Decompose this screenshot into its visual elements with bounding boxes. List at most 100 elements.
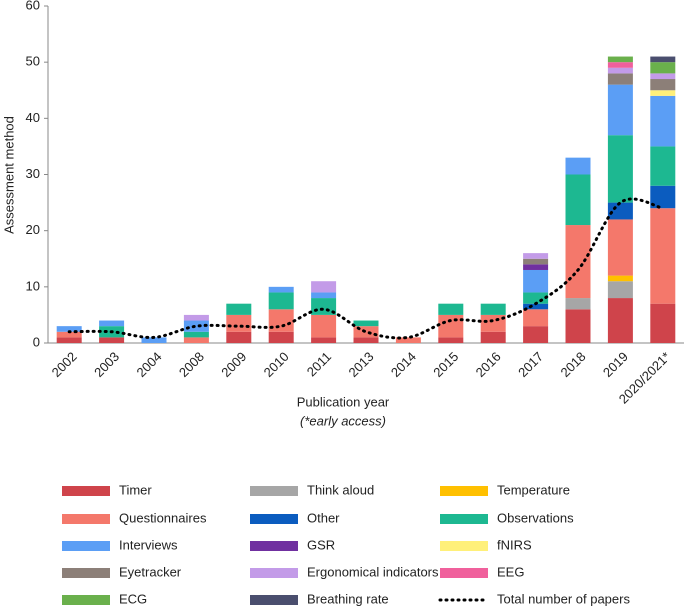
y-tick-label: 20 [26, 222, 40, 237]
bar-segment [141, 337, 167, 343]
legend-label: ECG [119, 591, 147, 606]
legend-swatch [250, 514, 298, 524]
bar-segment [607, 219, 633, 276]
bar-segment [523, 326, 549, 343]
legend-label: Timer [119, 482, 152, 497]
legend-swatch [250, 541, 298, 551]
x-axis-note: (*early access) [300, 413, 386, 428]
bar-segment [607, 56, 633, 63]
bar-segment [353, 320, 379, 327]
x-tick-label: 2019 [600, 349, 631, 380]
legend-label: Breathing rate [307, 591, 389, 606]
bar-segment [607, 281, 633, 299]
bar-segment [650, 303, 676, 343]
x-tick-label: 2016 [473, 349, 504, 380]
bar-segment [565, 309, 591, 343]
bar-segment [650, 146, 676, 186]
bar-segment [523, 269, 549, 293]
bar-segment [523, 253, 549, 259]
bar-segment [607, 67, 633, 74]
x-tick-label: 2014 [388, 349, 419, 380]
x-tick-label: 2015 [430, 349, 461, 380]
bar-segment [480, 303, 506, 315]
x-tick-label: 2003 [91, 349, 122, 380]
bar-segment [523, 264, 549, 270]
bar-segment [650, 79, 676, 91]
bar-segment [650, 62, 676, 74]
bar-segment [607, 84, 633, 136]
bar-segment [268, 292, 294, 310]
bar-segment [565, 225, 591, 299]
bar-segment [56, 337, 82, 343]
y-tick-label: 60 [26, 0, 40, 12]
x-tick-label: 2008 [176, 349, 207, 380]
legend-swatch [62, 514, 110, 524]
legend-label: Other [307, 510, 340, 525]
x-tick-label: 2018 [557, 349, 588, 380]
x-tick-label: 2017 [515, 349, 546, 380]
legend-swatch [440, 568, 488, 578]
bar-segment [226, 314, 252, 332]
bar-segment [268, 286, 294, 293]
y-tick-label: 50 [26, 54, 40, 69]
legend-swatch [250, 486, 298, 496]
legend-swatch [440, 541, 488, 551]
bar-segment [565, 174, 591, 226]
bar-segment [311, 314, 337, 338]
y-tick-label: 40 [26, 110, 40, 125]
legend-swatch [250, 595, 298, 605]
bar-segment [226, 331, 252, 343]
legend-swatch [62, 541, 110, 551]
legend-label: Interviews [119, 537, 178, 552]
x-tick-label: 2004 [133, 349, 164, 380]
legend-swatch [250, 568, 298, 578]
bar-segment [311, 281, 337, 293]
bar-segment [99, 337, 125, 343]
legend-label: fNIRS [497, 537, 532, 552]
bar-segment [311, 337, 337, 343]
bar-segment [99, 320, 125, 327]
y-axis-title: Assessment method [1, 116, 16, 234]
bar-segment [268, 309, 294, 332]
legend-label: Questionnaires [119, 510, 207, 525]
bar-segment [438, 314, 464, 338]
legend-label: Eyetracker [119, 564, 182, 579]
legend-label: Total number of papers [497, 591, 630, 606]
legend-swatch [62, 595, 110, 605]
bar-segment [565, 298, 591, 310]
y-tick-label: 30 [26, 166, 40, 181]
bar-segment [650, 208, 676, 304]
bar-segment [226, 303, 252, 315]
x-tick-label: 2010 [261, 349, 292, 380]
bar-segment [650, 95, 676, 147]
bar-segment [268, 331, 294, 343]
bar-segment [607, 62, 633, 68]
bar-segment [183, 320, 209, 332]
bar-segment [607, 135, 633, 203]
bar-segment [56, 331, 82, 338]
bar-segment [183, 314, 209, 321]
bar-segment [523, 258, 549, 265]
x-tick-label: 2002 [49, 349, 80, 380]
bar-segment [395, 337, 421, 343]
bar-segment [183, 337, 209, 343]
bar-segment [565, 157, 591, 175]
bar-segment [523, 292, 549, 304]
legend-label: Think aloud [307, 482, 374, 497]
legend-swatch [440, 514, 488, 524]
bar-segment [438, 303, 464, 315]
bar-segment [523, 303, 549, 310]
x-tick-label: 2013 [345, 349, 376, 380]
total-line [67, 197, 665, 340]
bar-segment [353, 337, 379, 343]
bar-segment [607, 275, 633, 282]
x-axis-title: Publication year [297, 394, 390, 409]
bar-segment [438, 337, 464, 343]
bar-segment [183, 331, 209, 338]
legend-swatch [62, 568, 110, 578]
y-tick-label: 10 [26, 278, 40, 293]
bar-segment [480, 331, 506, 343]
x-tick-label: 2009 [218, 349, 249, 380]
bar-segment [523, 309, 549, 327]
bar-segment [650, 73, 676, 80]
